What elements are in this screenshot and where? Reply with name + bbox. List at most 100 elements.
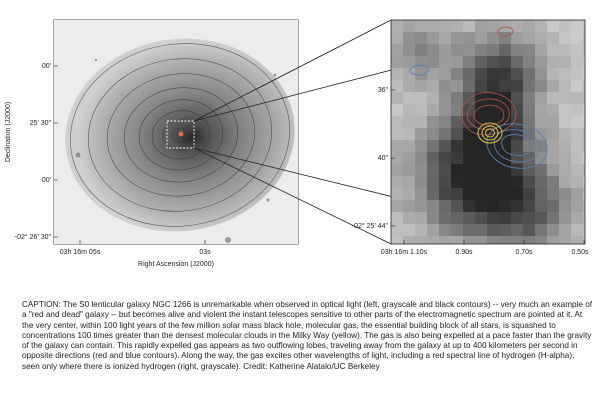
- halpha-pixel: [487, 56, 499, 68]
- halpha-pixel: [511, 68, 523, 80]
- left-y-tick-2: 00': [42, 177, 51, 184]
- halpha-pixel: [463, 68, 475, 80]
- halpha-pixel: [463, 200, 475, 212]
- halpha-pixel: [547, 140, 559, 152]
- halpha-pixel: [583, 152, 585, 164]
- halpha-pixel: [439, 212, 451, 224]
- halpha-pixel: [499, 104, 511, 116]
- halpha-pixel: [439, 176, 451, 188]
- halpha-pixel: [439, 224, 451, 236]
- halpha-pixel: [511, 224, 523, 236]
- right-y-tick-2: -02° 25' 44": [352, 222, 389, 230]
- halpha-pixel: [571, 20, 583, 32]
- halpha-pixel: [535, 200, 547, 212]
- halpha-pixel: [535, 92, 547, 104]
- halpha-pixel: [451, 128, 463, 140]
- halpha-pixel: [463, 20, 475, 32]
- halpha-pixel: [463, 140, 475, 152]
- halpha-pixel: [463, 188, 475, 200]
- halpha-pixel: [439, 140, 451, 152]
- right-x-tick-1: 0.90s: [455, 249, 473, 256]
- halpha-pixel: [535, 20, 547, 32]
- halpha-pixel: [547, 56, 559, 68]
- halpha-pixel: [475, 32, 487, 44]
- halpha-pixel: [535, 32, 547, 44]
- halpha-pixel: [427, 152, 439, 164]
- halpha-pixel: [427, 20, 439, 32]
- halpha-pixel: [547, 68, 559, 80]
- halpha-pixel: [535, 116, 547, 128]
- halpha-pixel: [499, 32, 511, 44]
- halpha-pixel: [511, 56, 523, 68]
- halpha-pixel: [499, 140, 511, 152]
- halpha-pixel: [475, 140, 487, 152]
- right-x-tick-3: 0.50s: [571, 249, 589, 256]
- halpha-pixel: [559, 188, 571, 200]
- halpha-pixel: [475, 188, 487, 200]
- halpha-pixel: [547, 104, 559, 116]
- halpha-pixel: [415, 116, 427, 128]
- halpha-pixel: [547, 44, 559, 56]
- halpha-pixel: [427, 164, 439, 176]
- halpha-pixel: [583, 80, 585, 92]
- halpha-pixel: [415, 164, 427, 176]
- halpha-pixel: [499, 200, 511, 212]
- halpha-pixel: [415, 80, 427, 92]
- halpha-pixel: [523, 116, 535, 128]
- halpha-pixel: [499, 224, 511, 236]
- halpha-pixel: [583, 212, 585, 224]
- halpha-pixel: [439, 92, 451, 104]
- halpha-pixel: [403, 104, 415, 116]
- halpha-pixel: [403, 128, 415, 140]
- halpha-pixel: [427, 236, 439, 244]
- halpha-pixel: [391, 104, 403, 116]
- halpha-pixel: [511, 44, 523, 56]
- halpha-pixel: [463, 212, 475, 224]
- left-x-axis-label: Right Ascension (J2000): [138, 261, 214, 268]
- halpha-pixel: [451, 152, 463, 164]
- halpha-pixel: [463, 224, 475, 236]
- halpha-pixel: [475, 20, 487, 32]
- halpha-pixel: [547, 200, 559, 212]
- optical-galaxy-image: [54, 20, 298, 244]
- halpha-pixel: [475, 224, 487, 236]
- halpha-pixel: [511, 140, 523, 152]
- halpha-pixel: [427, 44, 439, 56]
- halpha-pixel: [535, 56, 547, 68]
- halpha-pixel: [439, 152, 451, 164]
- galaxy-nucleus: [178, 131, 184, 137]
- halpha-pixel: [427, 68, 439, 80]
- halpha-pixel: [427, 140, 439, 152]
- blue-lobe-contours: [409, 64, 548, 169]
- halpha-pixel: [547, 152, 559, 164]
- halpha-pixel: [463, 128, 475, 140]
- halpha-pixel: [571, 152, 583, 164]
- halpha-pixel: [391, 140, 403, 152]
- halpha-pixel: [439, 116, 451, 128]
- halpha-pixel: [415, 32, 427, 44]
- halpha-pixel: [451, 104, 463, 116]
- halpha-pixel: [535, 224, 547, 236]
- halpha-pixel: [475, 152, 487, 164]
- halpha-pixel: [511, 176, 523, 188]
- halpha-pixel: [451, 164, 463, 176]
- halpha-pixel: [535, 104, 547, 116]
- halpha-pixel: [403, 116, 415, 128]
- halpha-pixel: [391, 176, 403, 188]
- halpha-pixel: [511, 20, 523, 32]
- halpha-pixel: [547, 92, 559, 104]
- halpha-pixel: [511, 80, 523, 92]
- halpha-pixel: [391, 32, 403, 44]
- halpha-pixel: [547, 212, 559, 224]
- halpha-pixel: [583, 188, 585, 200]
- halpha-pixel: [415, 176, 427, 188]
- halpha-pixel: [415, 104, 427, 116]
- halpha-pixel: [391, 200, 403, 212]
- halpha-pixel: [403, 140, 415, 152]
- halpha-pixel: [403, 32, 415, 44]
- halpha-pixel: [487, 224, 499, 236]
- halpha-pixel: [451, 212, 463, 224]
- halpha-pixel: [559, 80, 571, 92]
- halpha-pixel: [415, 140, 427, 152]
- halpha-pixel: [547, 224, 559, 236]
